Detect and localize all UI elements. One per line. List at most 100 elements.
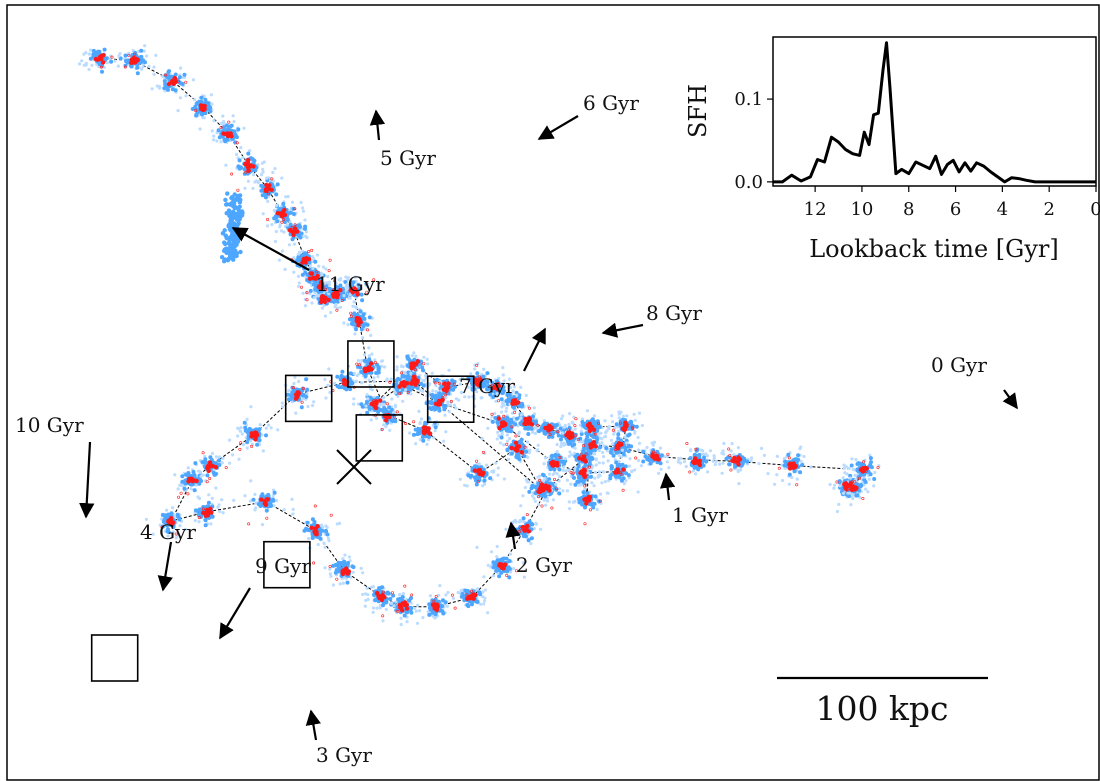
particle [577,483,581,487]
particle [451,596,456,601]
particle [500,405,504,409]
particle [286,397,291,402]
particle [842,466,846,470]
particle [346,323,350,327]
particle [601,470,606,474]
particle [496,473,500,477]
particle [260,523,265,527]
particle [539,493,544,498]
particle [505,439,510,443]
particle [359,402,364,407]
particle [521,494,525,498]
particle [367,378,371,382]
particle [739,461,744,466]
particle [502,477,506,481]
particle [682,460,687,464]
particle [519,413,523,417]
particle [730,442,734,446]
particle [645,457,650,462]
particle [355,306,359,310]
particle [720,471,724,475]
particle [612,430,617,434]
particle [609,450,614,455]
particle [228,438,232,442]
particle [626,433,631,438]
particle [203,523,208,528]
particle [408,387,413,392]
particle [399,616,403,620]
particle [310,517,315,522]
particle [490,469,494,474]
particle [323,528,328,533]
particle [563,423,567,428]
particle [501,402,505,406]
particle [557,467,562,472]
particle [704,452,708,456]
particle [507,393,512,398]
particle [446,590,450,595]
particle [407,598,412,603]
particle [537,503,541,507]
particle [610,465,614,470]
particle [422,378,426,382]
particle [311,403,315,408]
particle [447,368,451,372]
particle [465,589,470,593]
particle [398,596,402,601]
particle [851,496,855,501]
particle [611,442,615,446]
particle [283,267,287,271]
particle [395,355,399,359]
particle [639,464,644,468]
particle [505,406,509,410]
particle [511,567,516,571]
particle [272,216,277,221]
particle [573,446,577,450]
particle [640,423,645,428]
particle [189,487,193,491]
particle [554,482,558,486]
particle [502,443,506,447]
particle [354,379,358,383]
particle [533,431,538,435]
particle [171,506,175,510]
particle [361,336,365,340]
particle [317,264,321,268]
particle [371,585,375,589]
particle [780,478,785,483]
particle [872,484,876,488]
particle [261,212,265,216]
particle [597,470,602,474]
particle [533,499,538,503]
particle [497,574,502,579]
particle [430,392,435,397]
particle [329,310,333,315]
particle [269,426,273,430]
particle [404,388,408,392]
particle [246,151,251,156]
particle [442,439,446,443]
particle [665,460,669,464]
particle [479,602,483,606]
particle [587,461,592,466]
particle [418,420,422,425]
particle [209,522,213,526]
particle [486,611,490,615]
particle [237,457,241,461]
particle [732,453,736,457]
particle [542,498,546,502]
particle [854,458,858,462]
particle [362,353,367,357]
particle [438,584,442,588]
particle [381,603,385,608]
particle [480,436,484,441]
particle [326,383,330,387]
particle [413,606,417,610]
particle [366,397,370,401]
particle [597,461,601,465]
particle [300,272,305,277]
particle [323,314,327,318]
particle [199,479,204,483]
particle [212,134,216,138]
